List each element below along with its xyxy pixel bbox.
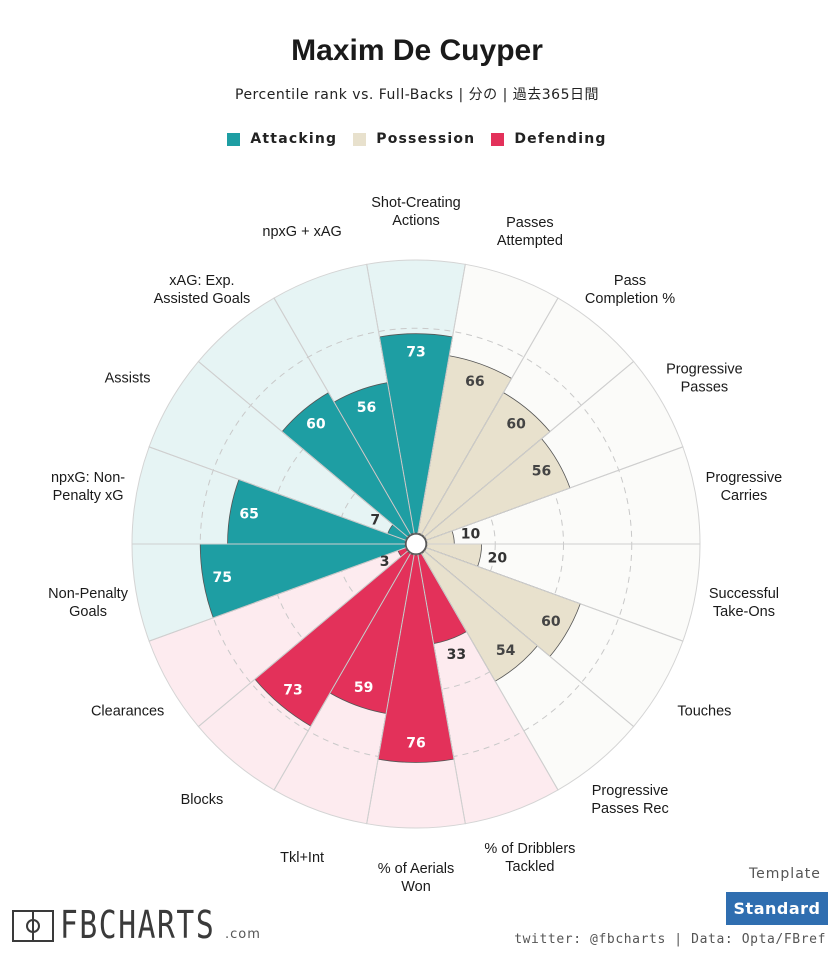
category-label-clearances: Clearances (91, 704, 164, 720)
chart-title: Maxim De Cuyper (291, 34, 543, 67)
spoke-line (198, 361, 408, 538)
category-label-touches: Touches (677, 704, 731, 720)
spoke-line (417, 554, 466, 824)
category-label-xag-exp-assisted-goals: xAG: Exp. Assisted Goals (154, 273, 251, 307)
logo-suffix: .com (225, 927, 261, 942)
center-hub (405, 533, 427, 555)
template-label: Template (749, 866, 821, 882)
category-label-shot-creating-actions: Shot-Creating Actions (371, 195, 460, 229)
category-label-npxg-xag: npxG + xAG (262, 224, 341, 240)
spoke-line (273, 297, 411, 535)
legend-item-defending: Defending (491, 131, 606, 147)
category-label-successful-take-ons: Successful Take-Ons (709, 586, 779, 620)
legend-label-possession: Possession (376, 131, 476, 147)
legend-label-attacking: Attacking (250, 131, 338, 147)
value-label-npxg-non-penalty-xg: 65 (239, 507, 258, 523)
legend-label-defending: Defending (514, 131, 607, 147)
legend-swatch-possession (353, 132, 367, 146)
value-label-blocks: 73 (283, 683, 302, 699)
category-label-passes-attempted: Passes Attempted (497, 215, 563, 249)
spoke-line (421, 297, 559, 535)
category-label-of-dribblers-tackled: % of Dribblers Tackled (484, 841, 575, 875)
value-label-of-aerials-won: 76 (406, 735, 425, 751)
value-label-tkl-int: 59 (354, 680, 373, 696)
legend-swatch-attacking (227, 132, 241, 146)
category-label-progressive-passes-rec: Progressive Passes Rec (591, 783, 668, 817)
value-label-passes-attempted: 66 (465, 374, 484, 390)
spoke-line (424, 550, 634, 727)
template-standard-button[interactable]: Standard (726, 892, 828, 925)
spoke-line (366, 264, 415, 534)
value-label-of-dribblers-tackled: 33 (447, 647, 466, 663)
fbcharts-logo: FBCHARTS .com (12, 903, 261, 947)
logo-wordmark: FBCHARTS (60, 903, 216, 947)
spoke-line (148, 446, 406, 541)
spoke-line (198, 550, 408, 727)
legend: Attacking Possession Defending (0, 131, 834, 147)
credits-text: twitter: @fbcharts | Data: Opta/FBref (514, 932, 826, 947)
value-label-assists: 7 (370, 512, 380, 528)
spoke-line (426, 547, 684, 642)
category-label-npxg-non-penalty-xg: npxG: Non-Penalty xG (51, 470, 125, 504)
pitch-icon (12, 910, 54, 942)
category-label-of-aerials-won: % of Aerials Won (378, 861, 455, 895)
chart-subtitle: Percentile rank vs. Full-Backs | 分の | 過去… (235, 87, 599, 103)
value-label-progressive-carries: 10 (461, 526, 481, 542)
value-label-npxg-xag: 56 (357, 400, 376, 416)
category-label-assists: Assists (105, 371, 151, 387)
category-label-blocks: Blocks (181, 792, 224, 808)
value-label-pass-completion: 60 (506, 417, 526, 433)
category-label-tkl-int: Tkl+Int (280, 850, 324, 866)
value-label-xag-exp-assisted-goals: 60 (306, 417, 326, 433)
legend-item-possession: Possession (353, 131, 475, 147)
spoke-line (417, 264, 466, 534)
spoke-line (424, 361, 634, 538)
category-label-progressive-carries: Progressive Carries (706, 470, 783, 504)
value-label-shot-creating-actions: 73 (406, 345, 425, 361)
category-label-pass-completion: Pass Completion % (585, 273, 675, 307)
value-label-touches: 60 (541, 614, 561, 630)
spoke-line (426, 446, 684, 541)
category-label-progressive-passes: Progressive Passes (666, 362, 743, 396)
category-label-non-penalty-goals: Non-Penalty Goals (48, 586, 129, 620)
spoke-line (148, 547, 406, 642)
value-label-progressive-passes: 56 (532, 464, 551, 480)
legend-swatch-defending (491, 132, 505, 146)
value-label-non-penalty-goals: 75 (212, 570, 231, 586)
spoke-line (366, 554, 415, 824)
value-label-progressive-passes-rec: 54 (496, 643, 516, 659)
value-label-clearances: 3 (380, 554, 390, 570)
value-label-successful-take-ons: 20 (488, 550, 508, 566)
spoke-line (421, 553, 559, 791)
spoke-line (273, 553, 411, 791)
legend-item-attacking: Attacking (227, 131, 337, 147)
